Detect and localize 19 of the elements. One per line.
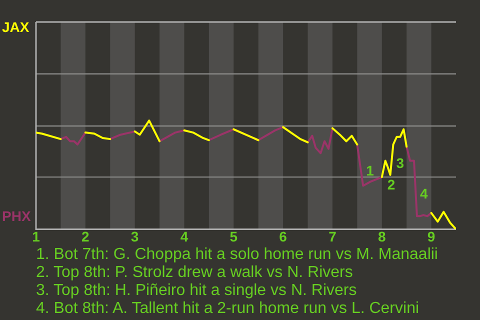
text: 1. Bot 7th: G. Choppa hit a solo home run vs M. Manaalii [36, 246, 439, 264]
text: 4. Bot 8th: A. Tallent hit a 2-run home run vs L. Cervini [36, 300, 420, 318]
x-tick-label: 2 [82, 228, 90, 244]
text: 2. Top 8th: P. Strolz drew a walk vs N. Rivers [36, 264, 354, 282]
annotation: 3 [396, 154, 404, 171]
text: JAX [2, 18, 30, 35]
annotation: 2 [387, 176, 396, 193]
text: 3. Top 8th: H. Piñeiro hit a single vs N. Rivers [36, 282, 358, 300]
x-tick-label: 1 [32, 228, 40, 244]
x-tick-label: 9 [427, 228, 436, 244]
annotation: 1 [366, 162, 374, 179]
x-tick-label: 8 [378, 228, 386, 244]
x-tick-label: 3 [130, 228, 139, 244]
x-tick-label: 7 [328, 228, 337, 244]
x-tick-label: 4 [180, 228, 188, 244]
annotation: 4 [420, 185, 428, 202]
x-tick-label: 6 [279, 228, 288, 244]
text: PHX [2, 208, 32, 224]
x-tick-label: 5 [230, 228, 238, 244]
